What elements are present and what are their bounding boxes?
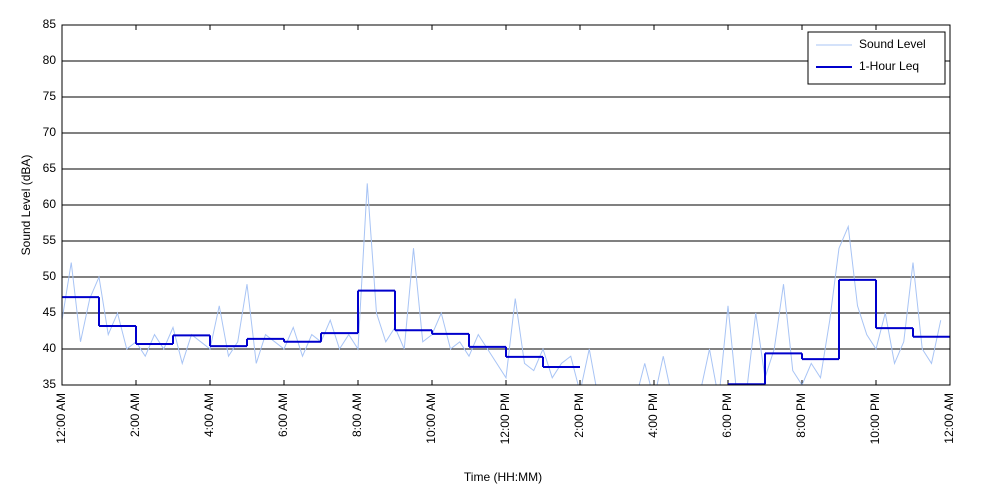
legend-label: Sound Level [859, 37, 926, 51]
x-tick-label: 6:00 PM [720, 393, 734, 438]
x-tick-label: 2:00 PM [572, 393, 586, 438]
y-tick-label: 55 [43, 233, 57, 247]
y-tick-label: 35 [43, 377, 57, 391]
x-tick-label: 10:00 AM [424, 393, 438, 444]
y-tick-label: 80 [43, 53, 57, 67]
y-tick-label: 75 [43, 89, 57, 103]
legend-box [807, 31, 946, 85]
x-tick-label: 10:00 PM [868, 393, 882, 444]
sound-level-line [62, 183, 942, 385]
legend-label: 1-Hour Leq [859, 59, 919, 73]
y-tick-label: 40 [43, 341, 57, 355]
x-tick-label: 8:00 PM [794, 393, 808, 438]
x-tick-label: 12:00 AM [942, 393, 956, 444]
x-tick-label: 2:00 AM [128, 393, 142, 437]
x-tick-label: 6:00 AM [276, 393, 290, 437]
x-axis-label: Time (HH:MM) [464, 470, 542, 484]
plot-series [62, 183, 950, 385]
x-tick-label: 12:00 AM [54, 393, 68, 444]
plot-frame [61, 24, 951, 386]
y-axis-label: Sound Level (dBA) [19, 155, 33, 256]
y-tick-label: 65 [43, 161, 57, 175]
y-tick-label: 70 [43, 125, 57, 139]
x-tick-label: 4:00 AM [202, 393, 216, 437]
x-tick-label: 8:00 AM [350, 393, 364, 437]
y-tick-label: 50 [43, 269, 57, 283]
y-tick-label: 85 [43, 17, 57, 31]
x-tick-label: 4:00 PM [646, 393, 660, 438]
x-tick-label: 12:00 PM [498, 393, 512, 444]
y-tick-label: 45 [43, 305, 57, 319]
y-tick-label: 60 [43, 197, 57, 211]
